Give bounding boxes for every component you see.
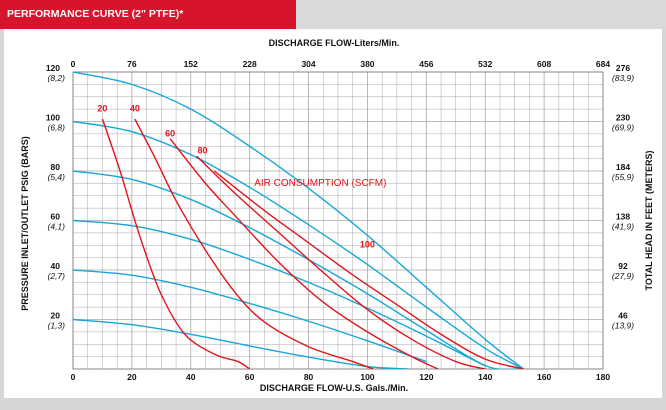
curve-label-60: 60 — [165, 128, 175, 138]
x-axis-title-bottom: DISCHARGE FLOW-U.S. Gals./Min. — [260, 383, 408, 393]
x-tick-bottom: 60 — [245, 372, 255, 382]
y-tick-right: 138 — [616, 212, 630, 222]
x-tick-top: 608 — [537, 59, 551, 69]
pressure-curve-2 — [73, 120, 524, 369]
y-tick-right: 276 — [616, 63, 630, 73]
y-tick-right-sub: (55,9) — [612, 172, 634, 182]
x-tick-bottom: 140 — [478, 372, 492, 382]
y-tick-right-sub: (41,9) — [612, 222, 634, 232]
y-tick-left-sub: (8,2) — [48, 73, 66, 83]
curve-label-100: 100 — [360, 240, 375, 250]
x-axis-title-top: DISCHARGE FLOW-Liters/Min. — [269, 38, 400, 48]
y-tick-left-sub: (1,3) — [48, 321, 66, 331]
y-tick-right: 92 — [618, 261, 628, 271]
y-tick-left: 100 — [46, 113, 60, 123]
y-tick-left-sub: (5,4) — [48, 172, 66, 182]
pressure-curve-1 — [73, 71, 524, 369]
y-tick-left-sub: (6,8) — [48, 123, 66, 133]
header-tab: PERFORMANCE CURVE (2" PTFE)* — [0, 0, 296, 29]
y-axis-title-right: TOTAL HEAD IN FEET (METERS) — [644, 150, 654, 290]
y-tick-left: 120 — [46, 63, 60, 73]
y-tick-left: 60 — [51, 212, 61, 222]
x-tick-bottom: 0 — [71, 372, 76, 382]
y-tick-right-sub: (13,9) — [612, 321, 634, 331]
x-tick-top: 228 — [243, 59, 257, 69]
x-tick-bottom: 180 — [596, 372, 610, 382]
air-curve-60 — [169, 138, 439, 369]
y-tick-right: 230 — [616, 113, 630, 123]
grid — [72, 71, 604, 370]
y-tick-left-sub: (2,7) — [48, 271, 66, 281]
y-axis-title-left: PRESSURE INLET/OUTLET PSIG (BARS) — [20, 136, 30, 311]
x-tick-bottom: 20 — [127, 372, 137, 382]
y-tick-right: 46 — [618, 311, 628, 321]
x-tick-bottom: 100 — [360, 372, 374, 382]
x-tick-top: 0 — [71, 59, 76, 69]
curve-label-40: 40 — [130, 104, 140, 114]
y-tick-right-sub: (69,9) — [612, 123, 634, 133]
x-tick-bottom: 160 — [537, 372, 551, 382]
air-curve-40 — [134, 118, 374, 369]
x-tick-top: 684 — [596, 59, 610, 69]
x-tick-top: 76 — [127, 59, 137, 69]
air-curve-80 — [196, 155, 486, 369]
air-consumption-curves — [101, 118, 524, 369]
x-tick-bottom: 120 — [419, 372, 433, 382]
y-tick-left: 20 — [51, 311, 61, 321]
air-curve-20 — [101, 118, 251, 369]
annotation-air-consumption: AIR CONSUMPTION (SCFM) — [254, 178, 386, 189]
pressure-curve-5 — [73, 269, 427, 363]
y-tick-left: 80 — [51, 162, 61, 172]
curve-label-80: 80 — [198, 146, 208, 156]
x-tick-bottom: 80 — [304, 372, 314, 382]
x-tick-top: 456 — [419, 59, 433, 69]
pressure-curve-4 — [73, 219, 486, 367]
x-tick-top: 380 — [360, 59, 374, 69]
y-tick-right: 184 — [616, 162, 630, 172]
air-curve-100 — [213, 170, 524, 369]
y-tick-left-sub: (4,1) — [48, 222, 66, 232]
y-tick-left: 40 — [51, 261, 61, 271]
pressure-curves — [73, 71, 524, 369]
x-tick-top: 532 — [478, 59, 492, 69]
header-bar: PERFORMANCE CURVE (2" PTFE)* — [0, 0, 666, 29]
x-tick-top: 304 — [301, 59, 315, 69]
chart-panel: 20 40 60 80 100 AIR CONSUMPTION (SCFM) 0 20 40 60… — [4, 29, 662, 398]
y-tick-right-sub: (27,9) — [612, 271, 634, 281]
curve-label-20: 20 — [97, 104, 107, 114]
chart-title: PERFORMANCE CURVE (2" PTFE)* — [7, 8, 184, 20]
x-tick-top: 152 — [184, 59, 198, 69]
y-tick-right-sub: (83,9) — [612, 73, 634, 83]
x-tick-bottom: 40 — [186, 372, 196, 382]
